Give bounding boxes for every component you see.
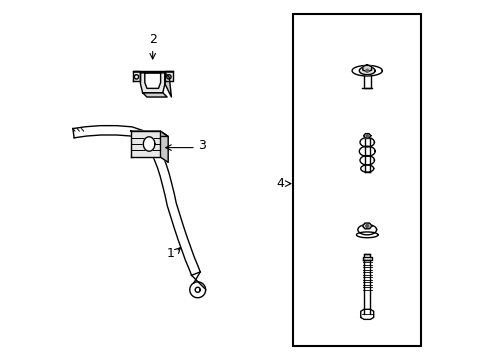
Polygon shape bbox=[143, 137, 155, 151]
Polygon shape bbox=[140, 73, 164, 93]
Polygon shape bbox=[132, 71, 172, 72]
Polygon shape bbox=[365, 225, 368, 228]
Polygon shape bbox=[365, 69, 368, 72]
Polygon shape bbox=[164, 71, 172, 81]
Polygon shape bbox=[362, 257, 371, 260]
Polygon shape bbox=[362, 223, 371, 229]
Polygon shape bbox=[160, 131, 168, 162]
Text: 4: 4 bbox=[276, 177, 284, 190]
Polygon shape bbox=[366, 135, 367, 137]
Polygon shape bbox=[357, 225, 376, 235]
Polygon shape bbox=[363, 254, 370, 257]
Polygon shape bbox=[142, 93, 167, 97]
Polygon shape bbox=[359, 67, 374, 75]
Polygon shape bbox=[351, 66, 382, 76]
Polygon shape bbox=[363, 76, 370, 87]
Polygon shape bbox=[362, 65, 371, 72]
Polygon shape bbox=[360, 309, 373, 319]
Polygon shape bbox=[363, 134, 370, 138]
Polygon shape bbox=[130, 131, 160, 157]
Polygon shape bbox=[359, 138, 374, 147]
Polygon shape bbox=[164, 73, 171, 97]
Polygon shape bbox=[360, 165, 373, 172]
Polygon shape bbox=[132, 71, 140, 81]
Polygon shape bbox=[363, 260, 370, 314]
Polygon shape bbox=[364, 138, 369, 172]
Polygon shape bbox=[73, 126, 200, 275]
Text: 2: 2 bbox=[148, 33, 156, 46]
Polygon shape bbox=[359, 146, 374, 156]
Polygon shape bbox=[356, 232, 377, 238]
Text: 3: 3 bbox=[197, 139, 205, 152]
Polygon shape bbox=[189, 282, 205, 298]
Polygon shape bbox=[130, 131, 168, 136]
Text: 1: 1 bbox=[166, 247, 174, 260]
Bar bbox=[292, 14, 420, 346]
Polygon shape bbox=[359, 156, 374, 165]
